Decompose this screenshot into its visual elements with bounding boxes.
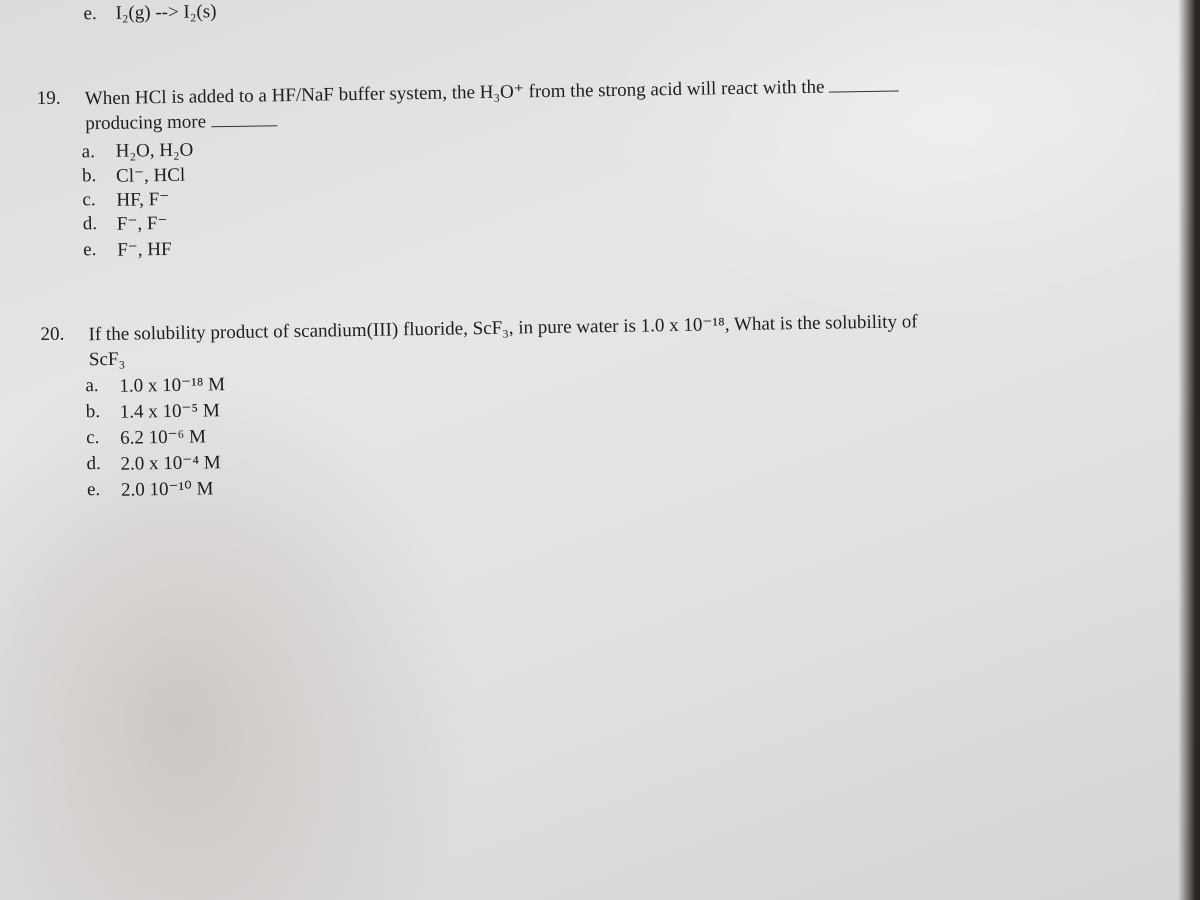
- question-continuation: producing more: [85, 111, 207, 135]
- question-line: producing more: [85, 110, 277, 135]
- page-edge-shadow: [1178, 0, 1200, 900]
- option-label: e.: [83, 239, 97, 261]
- option-label: d.: [82, 213, 98, 235]
- question-line: When HCl is added to a HF/NaF buffer sys…: [85, 74, 900, 110]
- option-text: 2.0 x 10⁻⁴ M: [120, 452, 221, 475]
- question-number: 20.: [40, 323, 65, 345]
- option-text: 6.2 10⁻⁶ M: [120, 426, 207, 449]
- prev-option-text: I₂(g) --> I₂(s): [115, 1, 217, 24]
- prev-option-label: e.: [83, 3, 97, 25]
- question-text: When HCl is added to a HF/NaF buffer sys…: [84, 76, 825, 110]
- answer-blank: [829, 89, 900, 93]
- option-text: 2.0 10⁻¹⁰ M: [120, 478, 214, 501]
- question-number: 19.: [36, 87, 61, 110]
- option-label: a.: [81, 141, 96, 163]
- option-text: F⁻, F⁻: [116, 212, 168, 235]
- option-label: b.: [81, 165, 97, 187]
- option-label: d.: [86, 453, 101, 475]
- option-label: e.: [86, 479, 101, 501]
- option-label: c.: [86, 427, 100, 449]
- option-label: a.: [85, 375, 99, 397]
- question-text: If the solubility product of scandium(II…: [88, 311, 918, 346]
- option-text: Cl⁻, HCl: [115, 164, 186, 187]
- option-text: H₂O, H₂O: [115, 139, 194, 162]
- option-label: b.: [85, 401, 101, 423]
- option-text: HF, F⁻: [116, 188, 170, 211]
- option-text: 1.0 x 10⁻¹⁸ M: [119, 374, 226, 397]
- question-continuation: ScF₃: [88, 348, 126, 371]
- option-text: 1.4 x 10⁻⁵ M: [119, 400, 220, 423]
- answer-blank: [210, 124, 277, 128]
- option-text: F⁻, HF: [117, 238, 172, 261]
- option-label: c.: [82, 189, 96, 211]
